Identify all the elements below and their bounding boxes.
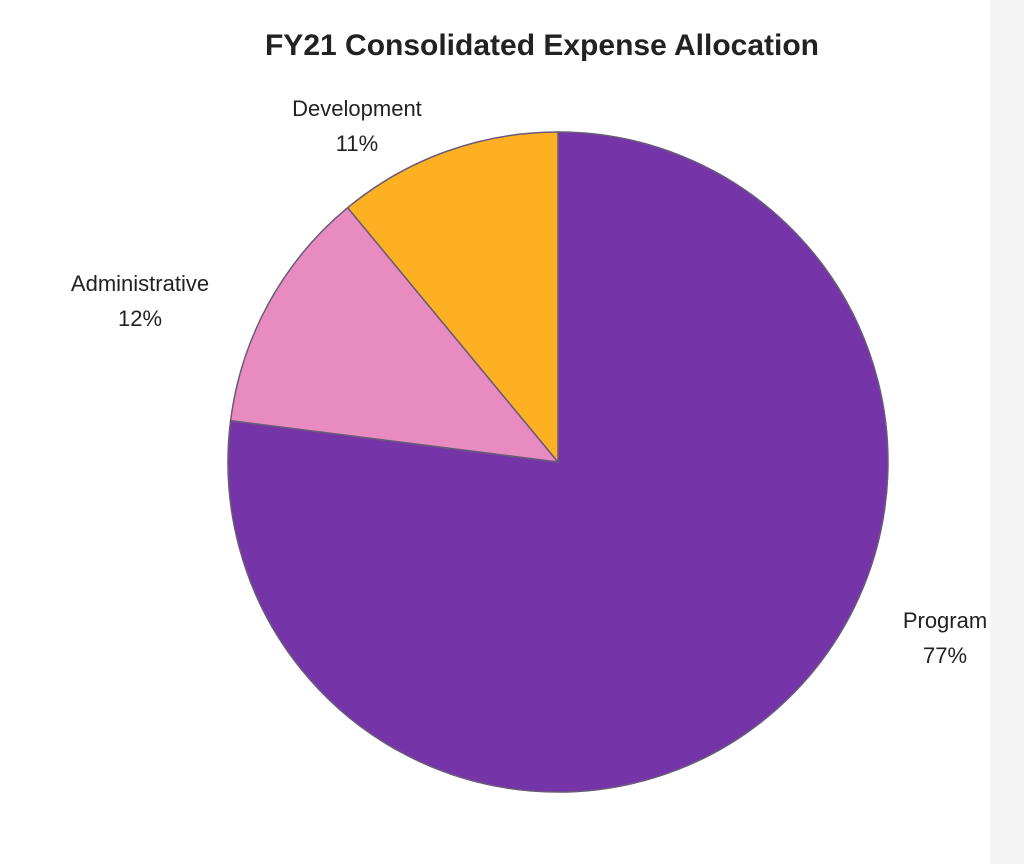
slice-label-value: 77% [923, 643, 967, 668]
pie-slice [346, 131, 559, 465]
slice-label-value: 12% [118, 306, 162, 331]
slice-label-name: Administrative [71, 271, 209, 296]
slice-label-name: Program [903, 608, 987, 633]
chart-title: FY21 Consolidated Expense Allocation [265, 29, 819, 62]
slice-label-value: 11% [336, 131, 378, 156]
slice-label-name: Development [292, 96, 422, 121]
pie-slice [227, 131, 889, 793]
pie-slice [229, 206, 560, 463]
side-strip [990, 0, 1024, 864]
